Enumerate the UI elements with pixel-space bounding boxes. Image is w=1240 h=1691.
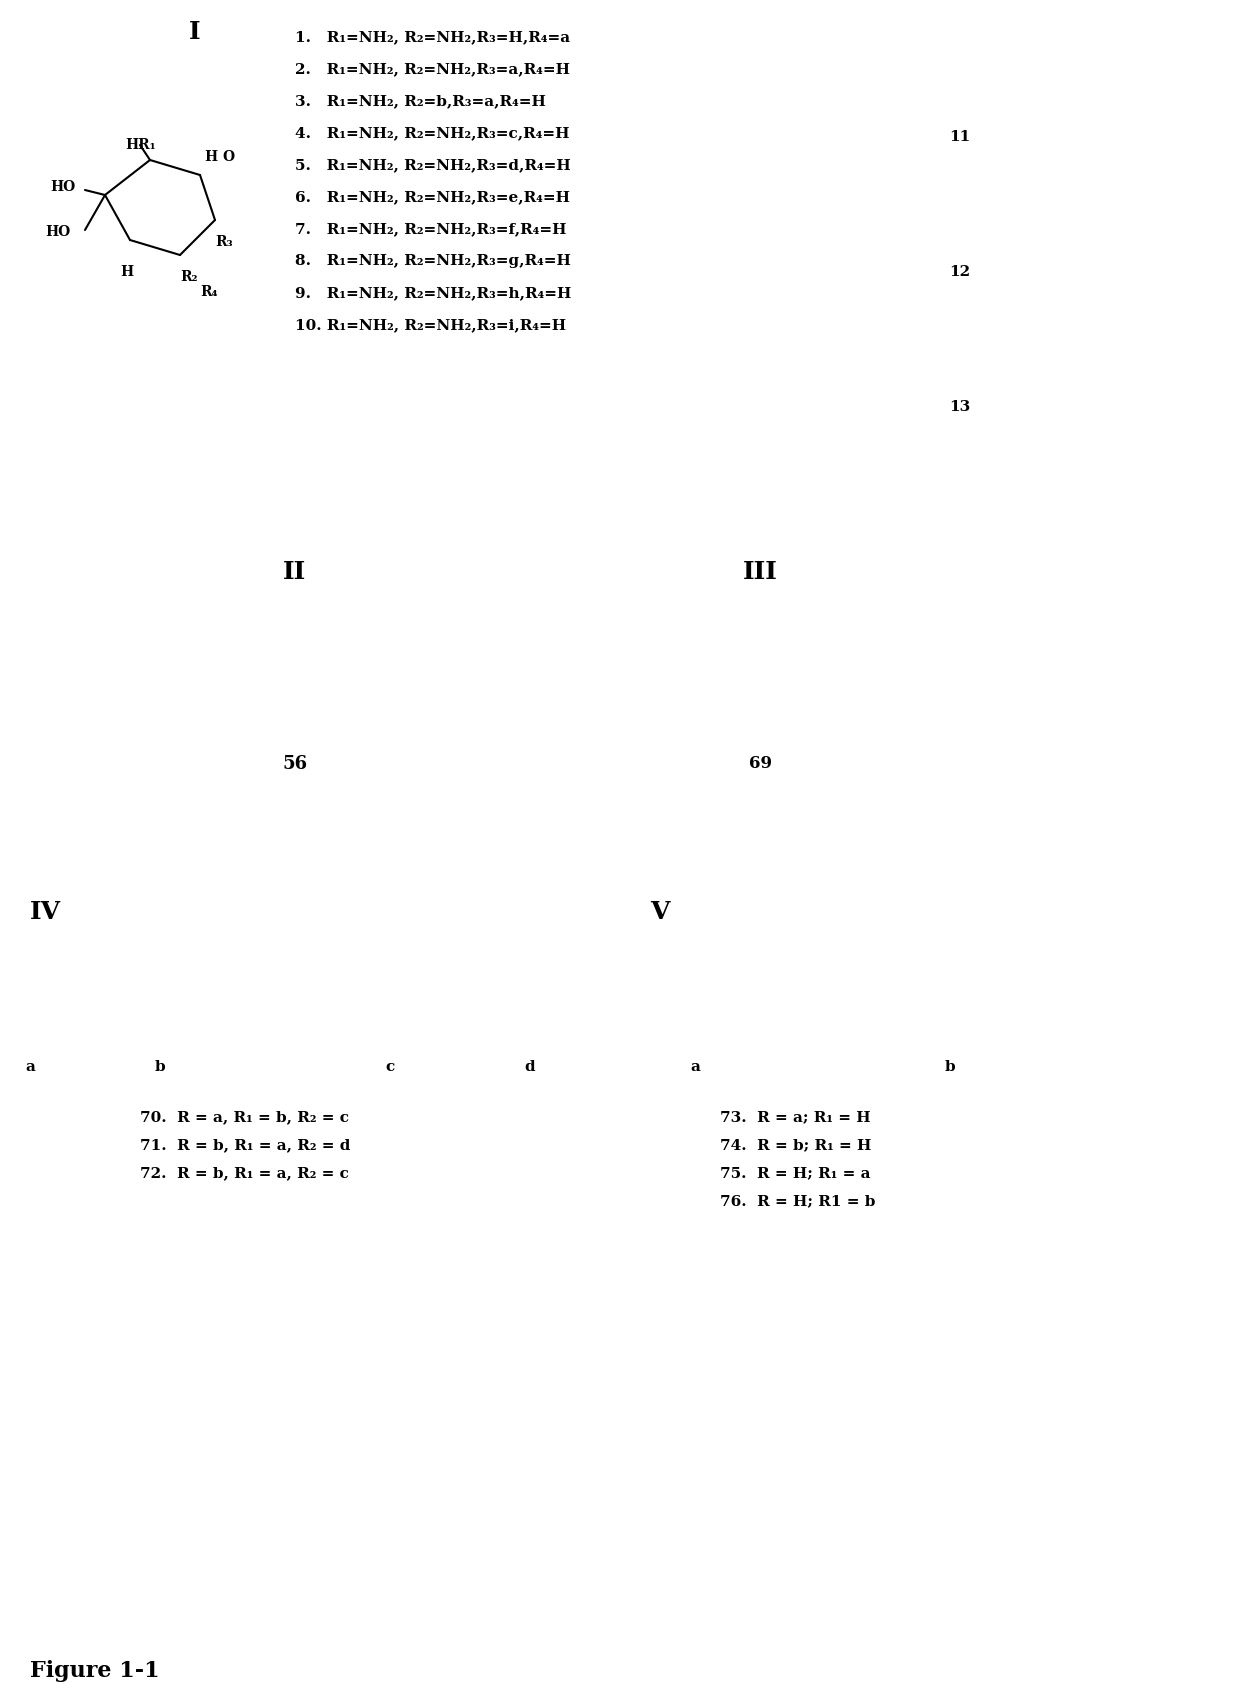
Text: 72.  R = b, R₁ = a, R₂ = c: 72. R = b, R₁ = a, R₂ = c [140, 1167, 348, 1180]
Text: a: a [691, 1060, 699, 1074]
Text: 5.   R₁=NH₂, R₂=NH₂,R₃=d,R₄=H: 5. R₁=NH₂, R₂=NH₂,R₃=d,R₄=H [295, 157, 570, 172]
Text: HO: HO [50, 179, 76, 194]
Text: 76.  R = H; R1 = b: 76. R = H; R1 = b [720, 1194, 875, 1207]
Text: III: III [743, 560, 777, 583]
Text: a: a [25, 1060, 35, 1074]
Text: 4.   R₁=NH₂, R₂=NH₂,R₃=c,R₄=H: 4. R₁=NH₂, R₂=NH₂,R₃=c,R₄=H [295, 127, 569, 140]
Text: R₂: R₂ [180, 271, 197, 284]
Text: 12: 12 [950, 265, 971, 279]
Text: 8.   R₁=NH₂, R₂=NH₂,R₃=g,R₄=H: 8. R₁=NH₂, R₂=NH₂,R₃=g,R₄=H [295, 254, 570, 267]
Text: 75.  R = H; R₁ = a: 75. R = H; R₁ = a [720, 1167, 870, 1180]
Text: c: c [386, 1060, 394, 1074]
Text: HO: HO [45, 225, 71, 238]
Text: 56: 56 [283, 754, 308, 773]
Text: 71.  R = b, R₁ = a, R₂ = d: 71. R = b, R₁ = a, R₂ = d [140, 1138, 351, 1152]
Text: d: d [525, 1060, 536, 1074]
Text: IV: IV [30, 900, 61, 923]
Text: V: V [650, 900, 670, 923]
Text: II: II [284, 560, 306, 583]
Text: 7.   R₁=NH₂, R₂=NH₂,R₃=f,R₄=H: 7. R₁=NH₂, R₂=NH₂,R₃=f,R₄=H [295, 222, 567, 237]
Text: 1.   R₁=NH₂, R₂=NH₂,R₃=H,R₄=a: 1. R₁=NH₂, R₂=NH₂,R₃=H,R₄=a [295, 30, 570, 44]
Text: Figure 1-1: Figure 1-1 [30, 1661, 160, 1683]
Text: I: I [190, 20, 201, 44]
Text: 10. R₁=NH₂, R₂=NH₂,R₃=i,R₄=H: 10. R₁=NH₂, R₂=NH₂,R₃=i,R₄=H [295, 318, 567, 331]
Text: b: b [155, 1060, 165, 1074]
Text: 3.   R₁=NH₂, R₂=b,R₃=a,R₄=H: 3. R₁=NH₂, R₂=b,R₃=a,R₄=H [295, 95, 546, 108]
Text: 69: 69 [749, 754, 771, 773]
Text: 74.  R = b; R₁ = H: 74. R = b; R₁ = H [720, 1138, 872, 1152]
Text: 11: 11 [950, 130, 971, 144]
Text: R₃: R₃ [215, 235, 233, 249]
Text: H: H [120, 265, 133, 279]
Text: HR₁: HR₁ [125, 139, 156, 152]
Text: 13: 13 [950, 401, 971, 414]
Text: 73.  R = a; R₁ = H: 73. R = a; R₁ = H [720, 1109, 870, 1125]
Text: b: b [945, 1060, 955, 1074]
Text: 9.   R₁=NH₂, R₂=NH₂,R₃=h,R₄=H: 9. R₁=NH₂, R₂=NH₂,R₃=h,R₄=H [295, 286, 572, 299]
Text: 2.   R₁=NH₂, R₂=NH₂,R₃=a,R₄=H: 2. R₁=NH₂, R₂=NH₂,R₃=a,R₄=H [295, 63, 570, 76]
Text: H O: H O [205, 150, 236, 164]
Text: 70.  R = a, R₁ = b, R₂ = c: 70. R = a, R₁ = b, R₂ = c [140, 1109, 348, 1125]
Text: 6.   R₁=NH₂, R₂=NH₂,R₃=e,R₄=H: 6. R₁=NH₂, R₂=NH₂,R₃=e,R₄=H [295, 189, 570, 205]
Text: R₄: R₄ [200, 286, 218, 299]
